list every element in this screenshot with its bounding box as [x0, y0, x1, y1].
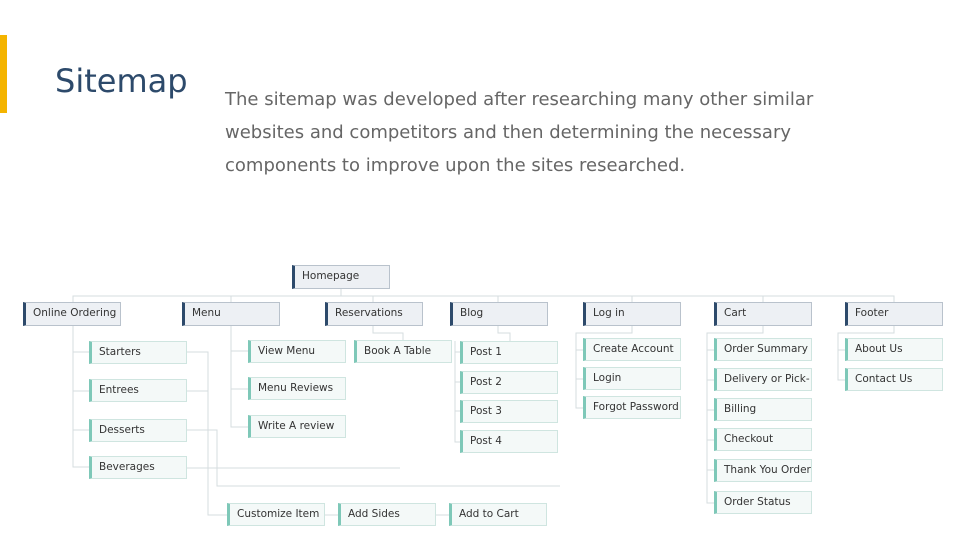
node-footer: Footer: [845, 302, 943, 326]
node-forgot-password: Forgot Password: [583, 396, 681, 419]
node-add-to-cart: Add to Cart: [449, 503, 547, 526]
node-cart: Cart: [714, 302, 812, 326]
node-billing: Billing: [714, 398, 812, 421]
node-contact-us: Contact Us: [845, 368, 943, 391]
node-desserts: Desserts: [89, 419, 187, 442]
node-view-menu: View Menu: [248, 340, 346, 363]
node-book-table: Book A Table: [354, 340, 452, 363]
node-menu-reviews: Menu Reviews: [248, 377, 346, 400]
node-add-sides: Add Sides: [338, 503, 436, 526]
node-about-us: About Us: [845, 338, 943, 361]
node-reservations: Reservations: [325, 302, 423, 326]
node-blog: Blog: [450, 302, 548, 326]
node-post-3: Post 3: [460, 400, 558, 423]
node-create-account: Create Account: [583, 338, 681, 361]
node-write-review: Write A review: [248, 415, 346, 438]
node-entrees: Entrees: [89, 379, 187, 402]
node-starters: Starters: [89, 341, 187, 364]
accent-bar: [0, 35, 7, 113]
slide-title: Sitemap: [55, 62, 188, 100]
node-thank-you-order: Thank You Order: [714, 459, 812, 482]
node-delivery-pickup: Delivery or Pick-: [714, 368, 812, 391]
node-beverages: Beverages: [89, 456, 187, 479]
node-checkout: Checkout: [714, 428, 812, 451]
slide-description: The sitemap was developed after research…: [225, 89, 814, 176]
node-homepage: Homepage: [292, 265, 390, 289]
node-customize-item: Customize Item: [227, 503, 325, 526]
node-post-2: Post 2: [460, 371, 558, 394]
node-log-in: Log in: [583, 302, 681, 326]
node-login: Login: [583, 367, 681, 390]
node-post-4: Post 4: [460, 430, 558, 453]
node-menu: Menu: [182, 302, 280, 326]
node-online-ordering: Online Ordering: [23, 302, 121, 326]
node-order-status: Order Status: [714, 491, 812, 514]
node-post-1: Post 1: [460, 341, 558, 364]
node-order-summary: Order Summary: [714, 338, 812, 361]
